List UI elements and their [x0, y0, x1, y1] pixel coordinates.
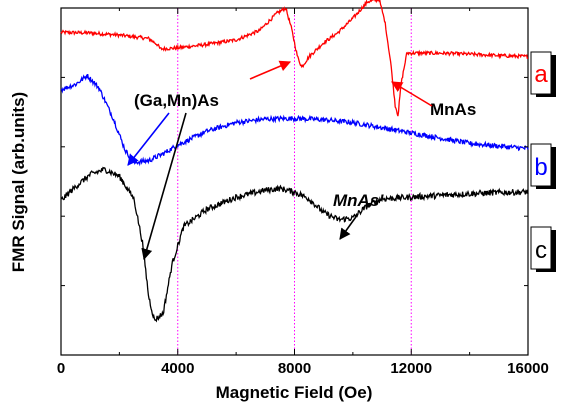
tag-a: a	[530, 51, 556, 97]
x-tick-label: 4000	[161, 360, 194, 377]
trace-a	[60, 0, 528, 117]
trace-c	[60, 166, 529, 323]
annotation-mnas-prime: MnAs'	[333, 191, 384, 210]
trace-b	[60, 73, 529, 167]
tag-c: c	[530, 226, 556, 272]
arrow-red-right	[391, 81, 433, 107]
x-tick-label: 12000	[390, 360, 432, 377]
arrow-blue	[127, 112, 170, 166]
reference-lines	[177, 8, 412, 355]
x-axis-label: Magnetic Field (Oe)	[216, 383, 373, 402]
y-axis-label: FMR Signal (arb.units)	[9, 92, 28, 272]
arrow-black-mnas-prime	[339, 213, 359, 240]
tag-b: b	[530, 143, 556, 189]
arrow-red-left	[249, 60, 292, 80]
x-tick-label: 8000	[278, 360, 311, 377]
x-tick-label: 16000	[507, 360, 549, 377]
tag-a-label: a	[534, 61, 548, 88]
tag-b-label: b	[534, 154, 547, 181]
x-tick-label: 0	[57, 360, 65, 377]
arrow-black-gamnas	[141, 112, 187, 261]
traces	[60, 0, 529, 323]
annotation-gamnas: (Ga,Mn)As	[134, 91, 219, 110]
annotation-mnas: MnAs	[430, 100, 476, 119]
tag-c-label: c	[535, 237, 547, 264]
axis-ticks: 0 4000 8000 12000 16000	[57, 8, 549, 377]
